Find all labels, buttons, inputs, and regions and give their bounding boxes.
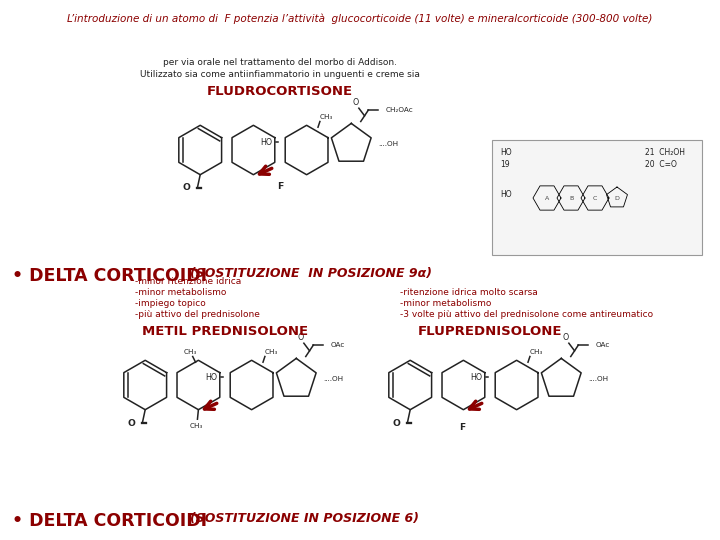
Text: CH₃: CH₃ (320, 113, 333, 119)
Bar (492, 140, 702, 255)
Text: HO: HO (205, 373, 217, 382)
Text: HO: HO (500, 148, 512, 157)
Text: ....OH: ....OH (588, 376, 608, 382)
Text: CH₂OAc: CH₂OAc (385, 107, 413, 113)
Text: B: B (569, 195, 573, 200)
Text: FLUDROCORTISONE: FLUDROCORTISONE (207, 85, 353, 98)
Text: -ritenzione idrica molto scarsa: -ritenzione idrica molto scarsa (400, 288, 538, 297)
Text: O: O (183, 184, 191, 192)
Text: • DELTA CORTICOIDI: • DELTA CORTICOIDI (12, 512, 207, 530)
Text: -3 volte più attivo del prednisolone come antireumatico: -3 volte più attivo del prednisolone com… (400, 310, 653, 319)
Text: 19: 19 (500, 160, 510, 169)
Text: 21  CH₂OH: 21 CH₂OH (645, 148, 685, 157)
Text: F: F (459, 423, 465, 431)
Text: O: O (298, 333, 304, 342)
Text: HO: HO (470, 373, 482, 382)
Text: L’introduzione di un atomo di  F potenzia l’attività  glucocorticoide (11 volte): L’introduzione di un atomo di F potenzia… (67, 13, 653, 24)
Text: per via orale nel trattamento del morbo di Addison.: per via orale nel trattamento del morbo … (163, 58, 397, 67)
Text: CH₃: CH₃ (530, 349, 544, 355)
Text: -minor metabolismo: -minor metabolismo (400, 299, 491, 308)
Text: ....OH: ....OH (323, 376, 343, 382)
Text: (SOSTITUZIONE  IN POSIZIONE 9α): (SOSTITUZIONE IN POSIZIONE 9α) (190, 267, 432, 280)
Text: CH₃: CH₃ (190, 423, 203, 429)
Text: F: F (277, 183, 283, 191)
Text: METIL PREDNISOLONE: METIL PREDNISOLONE (142, 325, 308, 338)
Text: -più attivo del prednisolone: -più attivo del prednisolone (135, 310, 260, 319)
Text: • DELTA CORTICOIDI: • DELTA CORTICOIDI (12, 267, 207, 285)
Text: O: O (353, 98, 359, 107)
Text: O: O (563, 333, 569, 342)
Text: D: D (615, 195, 619, 200)
Text: O: O (128, 418, 136, 428)
Text: HO: HO (260, 138, 272, 147)
Text: ....OH: ....OH (378, 141, 398, 147)
Text: CH₃: CH₃ (265, 349, 278, 355)
Text: 20  C=O: 20 C=O (645, 160, 677, 169)
Text: FLUPREDNISOLONE: FLUPREDNISOLONE (418, 325, 562, 338)
Text: -minor metabolismo: -minor metabolismo (135, 288, 226, 297)
Text: C: C (593, 195, 597, 200)
Text: A: A (545, 195, 549, 200)
Text: -impiego topico: -impiego topico (135, 299, 206, 308)
Text: -minor ritenzione idrica: -minor ritenzione idrica (135, 277, 241, 286)
Text: OAc: OAc (330, 342, 345, 348)
Text: O: O (393, 418, 401, 428)
Text: (SOSTITUZIONE IN POSIZIONE 6): (SOSTITUZIONE IN POSIZIONE 6) (190, 512, 419, 525)
Text: HO: HO (500, 190, 512, 199)
Text: Utilizzato sia come antiinfiammatorio in unguenti e creme sia: Utilizzato sia come antiinfiammatorio in… (140, 70, 420, 79)
Text: CH₃: CH₃ (184, 349, 197, 355)
Text: OAc: OAc (595, 342, 610, 348)
